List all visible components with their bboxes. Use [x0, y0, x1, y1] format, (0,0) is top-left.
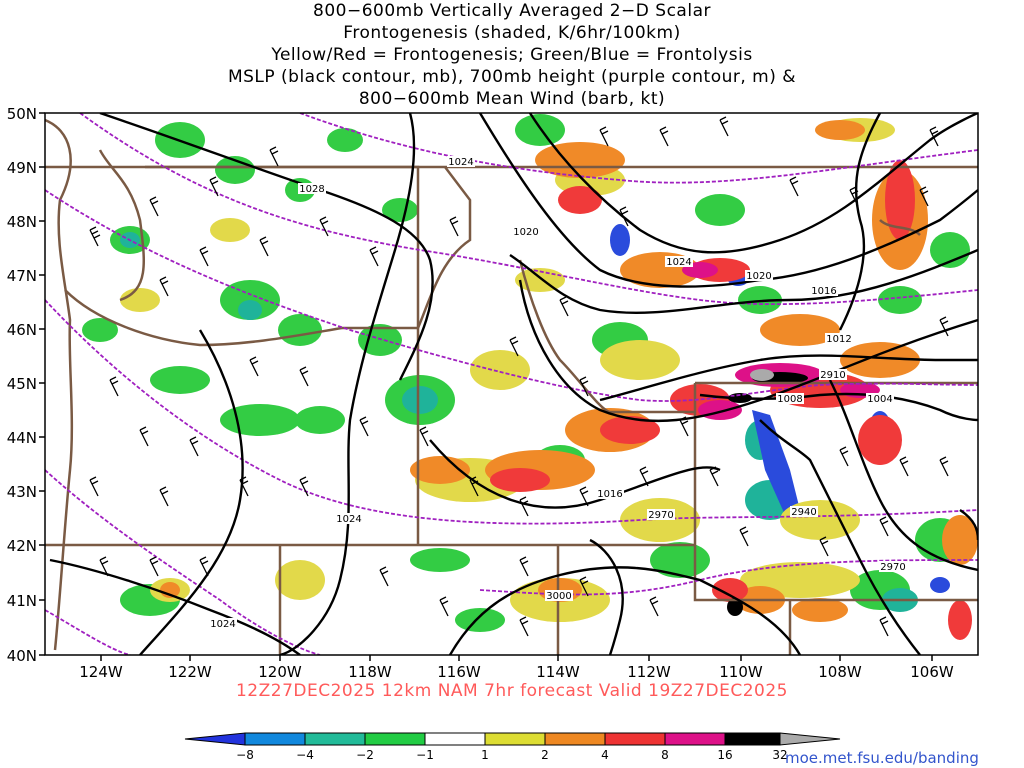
colorbar-swatch-10 — [779, 732, 841, 746]
lon-label-110w: 110W — [719, 663, 763, 681]
height-label-3000: 3000 — [546, 591, 571, 602]
colorbar-swatch-2 — [304, 732, 366, 746]
wind-barbs — [89, 116, 949, 637]
lat-label-45n: 45N — [7, 375, 37, 393]
colorbar-swatch-9 — [724, 732, 781, 746]
lat-label-48n: 48N — [7, 213, 37, 231]
mslp-label-1024-north: 1024 — [448, 157, 473, 168]
colorbar-label-4: 4 — [601, 748, 609, 762]
lon-label-124w: 124W — [79, 663, 123, 681]
lat-label-43n: 43N — [7, 483, 37, 501]
colorbar-swatch-7 — [604, 732, 666, 746]
colorbar-label-neg4: −4 — [296, 748, 314, 762]
colorbar-label-32: 32 — [772, 748, 787, 762]
title-line-5: 800−600mb Mean Wind (barb, kt) — [358, 89, 666, 109]
lon-label-116w: 116W — [437, 663, 481, 681]
mslp-label-1024-southwest: 1024 — [210, 619, 235, 630]
height-contour-labels: 2910 2940 2970 2970 3000 — [545, 369, 907, 602]
lat-label-40n: 40N — [7, 647, 37, 665]
colorbar: −8 −4 −2 −1 1 2 4 8 16 32 — [184, 732, 841, 762]
lat-label-49n: 49N — [7, 159, 37, 177]
mslp-label-1028: 1028 — [299, 184, 324, 195]
mslp-label-1016-east: 1016 — [811, 286, 836, 297]
title-line-1: 800−600mb Vertically Averaged 2−D Scalar — [313, 1, 711, 21]
lon-label-118w: 118W — [348, 663, 392, 681]
lon-ticks — [100, 655, 933, 661]
lat-labels: 50N 49N 48N 47N 46N 45N 44N 43N 42N 41N … — [7, 105, 37, 665]
colorbar-swatch-6 — [544, 732, 606, 746]
colorbar-swatch-0 — [184, 732, 246, 746]
lat-label-42n: 42N — [7, 537, 37, 555]
colorbar-label-neg2: −2 — [356, 748, 374, 762]
colorbar-label-1: 1 — [481, 748, 489, 762]
lat-label-41n: 41N — [7, 592, 37, 610]
mslp-label-1008: 1008 — [777, 394, 802, 405]
colorbar-swatch-1 — [244, 732, 306, 746]
colorbar-swatch-5 — [484, 732, 546, 746]
lon-label-120w: 120W — [258, 663, 302, 681]
mslp-label-1024-west: 1024 — [336, 514, 361, 525]
map-frame — [44, 112, 979, 656]
colorbar-label-neg1: −1 — [416, 748, 434, 762]
mslp-label-1012: 1012 — [826, 334, 851, 345]
title-line-3: Yellow/Red = Frontogenesis; Green/Blue =… — [271, 45, 753, 65]
mslp-contours — [49, 113, 978, 655]
mslp-label-1020-east: 1020 — [746, 271, 771, 282]
colorbar-label-neg8: −8 — [236, 748, 254, 762]
map-plot-area: 1024 1028 1020 1024 1020 1016 1012 1008 … — [45, 113, 978, 655]
lat-label-47n: 47N — [7, 267, 37, 285]
title-line-4: MSLP (black contour, mb), 700mb height (… — [227, 67, 797, 87]
height-label-2940: 2940 — [791, 507, 816, 518]
lat-label-46n: 46N — [7, 321, 37, 339]
colorbar-label-16: 16 — [717, 748, 732, 762]
lat-ticks — [39, 112, 45, 656]
lat-label-44n: 44N — [7, 429, 37, 447]
lon-label-112w: 112W — [627, 663, 671, 681]
height-label-2970-east: 2970 — [880, 562, 905, 573]
lat-label-50n: 50N — [7, 105, 37, 123]
mslp-contour-labels: 1024 1028 1020 1024 1020 1016 1012 1008 … — [209, 156, 894, 630]
title-line-2: Frontogenesis (shaded, K/6hr/100km) — [343, 23, 681, 43]
lon-label-114w: 114W — [536, 663, 580, 681]
lon-labels: 124W 122W 120W 118W 116W 114W 112W 110W … — [79, 663, 954, 681]
mslp-label-1004: 1004 — [867, 394, 892, 405]
colorbar-swatch-8 — [664, 732, 726, 746]
lon-label-108w: 108W — [818, 663, 862, 681]
lon-label-106w: 106W — [910, 663, 954, 681]
forecast-valid-time: 12Z27DEC2025 12km NAM 7hr forecast Valid… — [235, 681, 788, 701]
height-label-2910: 2910 — [820, 370, 845, 381]
mslp-label-1020-west: 1020 — [513, 227, 538, 238]
height-label-2970-center: 2970 — [648, 510, 673, 521]
mslp-label-1024-center: 1024 — [666, 257, 691, 268]
colorbar-label-2: 2 — [541, 748, 549, 762]
mslp-label-1016-south: 1016 — [597, 489, 622, 500]
lon-label-122w: 122W — [168, 663, 212, 681]
colorbar-swatch-4 — [424, 732, 486, 746]
frontogenesis-max-regions — [750, 369, 774, 381]
credit-link[interactable]: moe.met.fsu.edu/banding — [785, 749, 979, 767]
colorbar-swatch-3 — [364, 732, 426, 746]
colorbar-label-8: 8 — [661, 748, 669, 762]
